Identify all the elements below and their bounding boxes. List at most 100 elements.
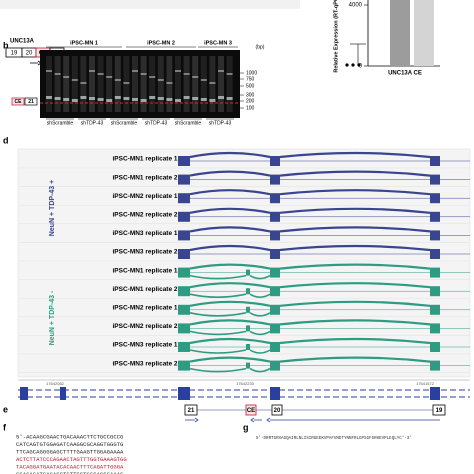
exon-block <box>270 230 280 241</box>
exon-block <box>178 230 190 241</box>
gel-lane <box>218 56 224 112</box>
group-label: iPSC-MN 2 <box>147 40 175 46</box>
gel-band <box>175 70 181 72</box>
ladder-label: 200 <box>246 98 255 104</box>
gel-band <box>149 76 156 78</box>
exon-block <box>270 156 280 166</box>
gel-band <box>123 82 130 84</box>
lane-label: shScramble <box>111 120 138 126</box>
group-label: NeuN + TDP-43 + <box>49 180 56 236</box>
coordinate: 17641572 <box>416 381 435 386</box>
track-label: iPSC-MN1 replicate 1 <box>112 156 177 163</box>
gel-lane <box>192 56 199 112</box>
gel-band <box>71 79 78 81</box>
exon-block <box>178 286 190 297</box>
e-exon <box>432 404 446 416</box>
track-label: iPSC-MN2 replicate 2 <box>112 323 177 330</box>
gel-lane <box>140 56 147 112</box>
exon-block <box>430 323 440 334</box>
e-exon <box>271 404 283 416</box>
junction-arc <box>279 189 431 196</box>
e-exon-label: CE <box>247 408 255 414</box>
exon-block <box>178 304 190 315</box>
lane-label: shTDP-43 <box>81 120 104 126</box>
gel-band <box>46 70 52 72</box>
exon-block <box>270 211 280 222</box>
gel-band <box>54 73 61 75</box>
junction-arc <box>279 263 431 270</box>
gene-exon <box>430 387 440 400</box>
exon-label: 19 <box>11 51 18 57</box>
gel-band <box>200 98 207 101</box>
junction-arc <box>279 226 431 233</box>
gel-lane <box>106 56 113 112</box>
gel-band <box>46 96 52 99</box>
panel-label: b <box>3 40 9 50</box>
lane-label: shTDP-43 <box>209 120 232 126</box>
gel-band <box>106 76 113 78</box>
gel-band <box>140 73 147 75</box>
junction-arc <box>279 207 431 214</box>
gel <box>40 50 240 118</box>
protein-sequence: 5'-DRRTGRXAGQAIRLNLISIRGEEKVPAFVNDTYNNFR… <box>256 436 412 441</box>
gel-lane <box>183 56 190 112</box>
gel-lane <box>200 56 207 112</box>
exon-block <box>430 156 440 166</box>
c-tick-label: 0 <box>359 64 363 70</box>
band-exon <box>24 97 38 106</box>
exon-block <box>270 286 280 297</box>
junction-arc <box>189 189 271 196</box>
exon-block <box>270 249 280 259</box>
coordinate: 17642233 <box>236 381 255 386</box>
gel-band <box>166 82 173 84</box>
gene-exon <box>178 387 190 400</box>
gel-band <box>166 98 173 101</box>
sequence-line: TTCAGCAGGGGAGCTTTTGAAGTTGGAGAAAA <box>16 448 124 455</box>
exon-block <box>430 174 440 185</box>
gel-band <box>71 99 78 102</box>
gel-lane <box>149 56 156 112</box>
ce-arc <box>189 312 271 317</box>
group-label: NeuN + TDP-43 - <box>49 290 56 345</box>
track-label: iPSC-MN1 replicate 2 <box>112 174 177 181</box>
ce-block <box>246 344 250 350</box>
gel-band <box>183 73 190 75</box>
ce-block <box>246 325 250 332</box>
exon-block <box>178 211 190 222</box>
sequence-line: TACAGGATGAATACACAACTTTCAGATTGGGA <box>16 463 124 470</box>
c-dot <box>345 63 349 67</box>
gel-band <box>54 97 61 100</box>
gel-band <box>123 97 130 100</box>
bp-unit: (bp) <box>256 44 265 50</box>
track-label: iPSC-MN2 replicate 1 <box>112 193 177 200</box>
ladder-label: 1000 <box>246 70 257 76</box>
exon-block <box>430 286 440 297</box>
exon-block <box>430 360 440 371</box>
gel-band <box>157 97 164 100</box>
gel-lane <box>226 56 233 112</box>
gel-band <box>226 73 233 75</box>
e-exon <box>184 404 198 416</box>
panel-label: g <box>243 422 249 432</box>
exon-block <box>178 174 190 185</box>
exon-block <box>430 230 440 241</box>
gel-band <box>132 98 138 101</box>
panel-label: d <box>3 135 9 145</box>
junction-arc <box>189 244 271 252</box>
sequence-line: ACTCTTATCCCAGAACTAGTTTGGTGAAAGTGG <box>16 456 127 463</box>
exon-block <box>178 342 190 352</box>
gel-lane <box>114 56 121 112</box>
gel-band <box>175 99 181 102</box>
ce-arc <box>189 330 271 336</box>
junction-arc <box>189 207 271 214</box>
ce-block <box>246 288 250 295</box>
ce-block <box>246 306 250 313</box>
panel-label: e <box>3 404 8 414</box>
exon-block <box>178 249 190 259</box>
e-exon-label: 19 <box>436 408 443 414</box>
e-exon-label: 20 <box>274 408 281 414</box>
ce-arc <box>189 274 271 280</box>
gene-exon <box>270 387 280 400</box>
gel-lane <box>132 56 138 112</box>
